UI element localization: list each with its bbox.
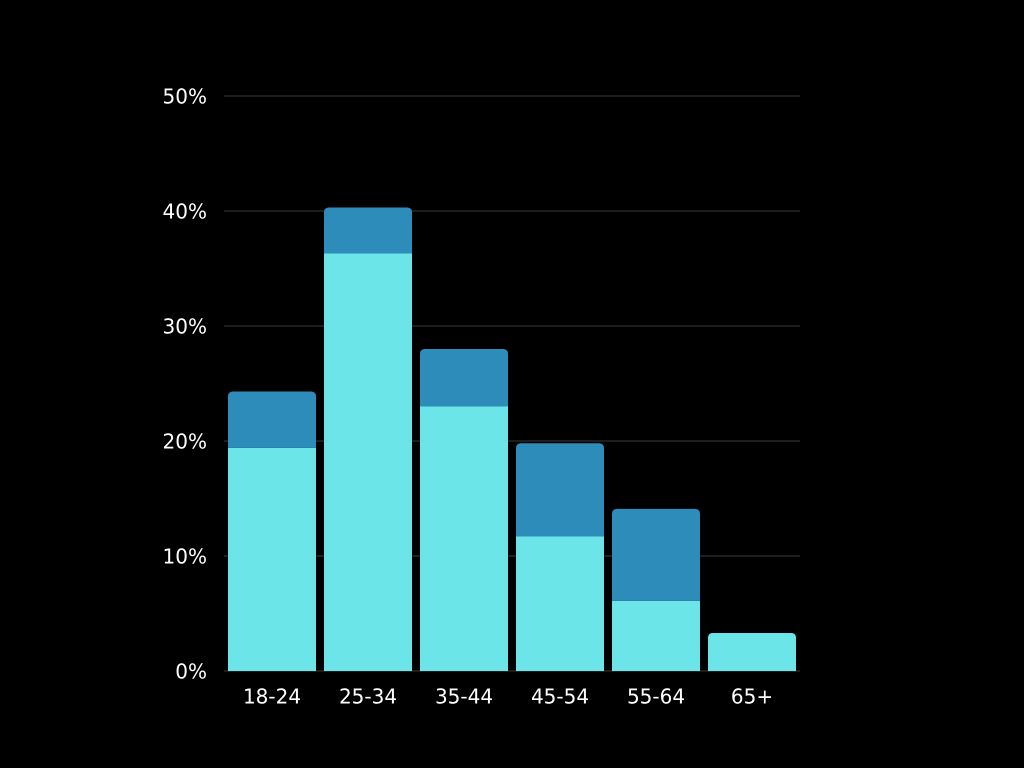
bar-segment bbox=[612, 508, 700, 601]
bar-segment bbox=[420, 406, 508, 671]
bar-segment bbox=[612, 600, 700, 671]
bar-segment bbox=[324, 253, 412, 672]
x-tick-label: 25-34 bbox=[339, 685, 397, 709]
x-tick-label: 45-54 bbox=[531, 685, 589, 709]
x-tick-label: 35-44 bbox=[435, 685, 493, 709]
bar-segment bbox=[516, 443, 604, 537]
y-tick-label: 30% bbox=[163, 315, 207, 339]
bar-segment bbox=[516, 536, 604, 671]
bar-segment bbox=[228, 391, 316, 448]
bar-segment bbox=[708, 633, 796, 671]
x-tick-label: 18-24 bbox=[243, 685, 301, 709]
y-tick-label: 20% bbox=[163, 430, 207, 454]
bar-segment bbox=[228, 447, 316, 671]
y-tick-label: 10% bbox=[163, 545, 207, 569]
bar-segment bbox=[324, 207, 412, 254]
y-tick-label: 40% bbox=[163, 200, 207, 224]
y-tick-label: 50% bbox=[163, 85, 207, 109]
x-tick-label: 65+ bbox=[731, 685, 773, 709]
y-tick-label: 0% bbox=[175, 660, 207, 684]
x-tick-label: 55-64 bbox=[627, 685, 685, 709]
bar-segment bbox=[420, 349, 508, 407]
